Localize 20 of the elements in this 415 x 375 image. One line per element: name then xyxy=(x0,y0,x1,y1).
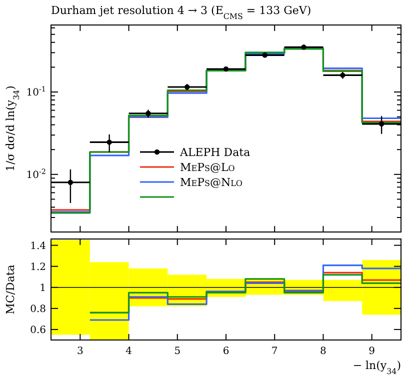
x-axis-title: − ln(y$_{34}$) xyxy=(352,359,401,375)
y-tick-label: 0.6 xyxy=(30,324,46,336)
x-tick-label: 6 xyxy=(222,346,230,357)
x-tick-label: 3 xyxy=(76,346,84,357)
x-tick-label: 7 xyxy=(271,346,278,357)
y-tick-label: 10$^{-2}$ xyxy=(26,166,46,181)
x-tick-label: 5 xyxy=(174,346,181,357)
y-tick-label: 1.4 xyxy=(30,240,46,252)
y-tick-label: 0.8 xyxy=(30,304,46,315)
legend-label: MePs@Lo xyxy=(180,161,236,174)
legend-label: ALEPH Data xyxy=(179,146,251,159)
x-tick-label: 8 xyxy=(320,346,326,357)
x-tick-label: 9 xyxy=(368,346,376,357)
y-axis-title: MC/Data xyxy=(4,264,17,314)
legend-label: MePs@Nlo xyxy=(180,176,243,189)
chart-title: Durham jet resolution 4 → 3 (E$_{CMS}$ = 133 GeV) xyxy=(51,4,312,20)
y-tick-label: 10$^{-1}$ xyxy=(26,84,46,98)
x-tick-label: 4 xyxy=(126,346,132,357)
y-tick-label: 1 xyxy=(40,282,46,294)
y-tick-label: 1.2 xyxy=(30,262,46,273)
